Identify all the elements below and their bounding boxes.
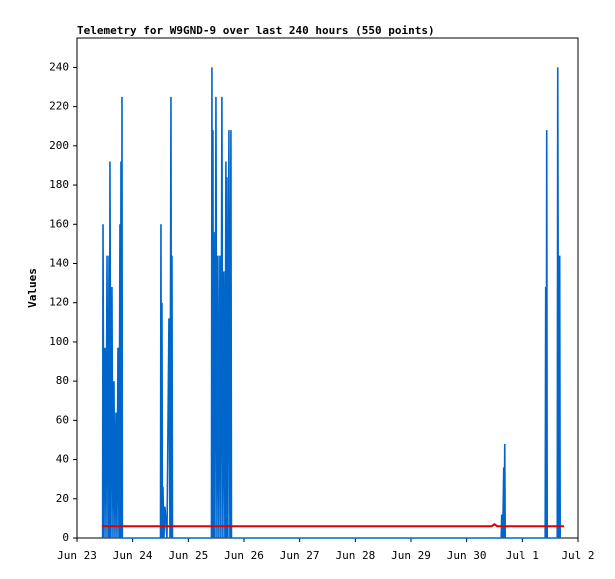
y-tick-label: 160 [49, 217, 69, 230]
y-tick-label: 0 [62, 531, 69, 544]
x-tick-label: Jun 23 [57, 549, 97, 562]
series-line [101, 67, 561, 539]
x-tick-label: Jun 28 [335, 549, 375, 562]
chart-title: Telemetry for W9GND-9 over last 240 hour… [77, 24, 435, 37]
x-tick-label: Jun 27 [280, 549, 320, 562]
x-tick-label: Jun 25 [168, 549, 208, 562]
y-tick-label: 240 [49, 60, 69, 73]
x-tick-label: Jun 24 [113, 549, 153, 562]
y-axis-label: Values [26, 268, 39, 308]
y-tick-label: 80 [56, 374, 69, 387]
series-line [102, 523, 565, 528]
y-tick-label: 180 [49, 178, 69, 191]
x-tick-label: Jul 2 [561, 549, 594, 562]
y-tick-label: 200 [49, 139, 69, 152]
y-tick-label: 120 [49, 296, 69, 309]
x-tick-label: Jul 1 [506, 549, 539, 562]
x-tick-label: Jun 29 [391, 549, 431, 562]
x-tick-label: Jun 30 [447, 549, 487, 562]
y-tick-label: 20 [56, 492, 69, 505]
y-tick-label: 60 [56, 413, 69, 426]
x-tick-label: Jun 26 [224, 549, 264, 562]
y-tick-label: 140 [49, 256, 69, 269]
plot-frame [76, 37, 579, 539]
y-tick-label: 220 [49, 100, 69, 113]
y-tick-label: 40 [56, 453, 69, 466]
y-tick-label: 100 [49, 335, 69, 348]
